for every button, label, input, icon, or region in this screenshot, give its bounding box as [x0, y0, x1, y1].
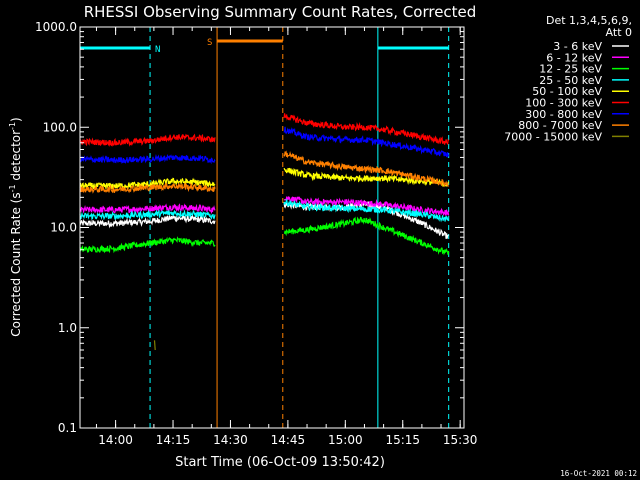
x-axis-label: Start Time (06-Oct-09 13:50:42) — [175, 455, 385, 470]
y-tick-label: 1000.0 — [35, 20, 77, 34]
x-tick-label: 14:00 — [98, 433, 133, 447]
series-line — [79, 236, 216, 254]
legend-label: 100 - 300 keV — [525, 97, 602, 110]
y-tick-label: 100.0 — [43, 120, 77, 134]
legend-label: 50 - 100 keV — [532, 85, 602, 98]
series-line — [79, 133, 216, 147]
y-tick-label: 0.1 — [58, 421, 77, 435]
y-tick-label: 1.0 — [58, 321, 77, 335]
y-axis-label-superscript: -1 — [8, 184, 17, 192]
y-axis-label: Corrected Count Rate (s-1 detector-1) — [8, 117, 23, 336]
timestamp-label: 16-Oct-2021 00:12 — [560, 469, 637, 478]
legend-header-detectors: Det 1,3,4,5,6,9, — [546, 14, 632, 27]
legend-label: 6 - 12 keV — [546, 51, 602, 64]
flag-label: N — [155, 45, 160, 55]
y-axis-label-part: detector — [9, 130, 23, 185]
plot-area: NS — [79, 27, 450, 428]
legend-label: 7000 - 15000 keV — [504, 130, 602, 143]
plot-frame — [79, 26, 465, 429]
legend-header-attenuator: Att 0 — [606, 26, 632, 39]
legend-label: 12 - 25 keV — [539, 63, 602, 76]
series-line — [283, 199, 450, 223]
y-axis-label-part: ) — [9, 117, 23, 122]
series-line — [79, 208, 216, 221]
series-line — [79, 214, 216, 229]
series-line — [283, 126, 450, 158]
axes: 0.1 1.0 10.0 100.0 1000.0 14:00 14:15 14:30 14:4… — [35, 20, 477, 447]
y-tick-label: 10.0 — [50, 221, 77, 235]
legend-label: 300 - 800 keV — [525, 108, 602, 121]
series-line — [283, 150, 449, 188]
series-line — [283, 216, 450, 256]
y-axis-label-superscript: -1 — [8, 122, 17, 130]
series-line — [79, 203, 216, 215]
legend-label: 3 - 6 keV — [553, 40, 602, 53]
series-line — [79, 154, 216, 165]
series-line — [153, 340, 156, 351]
flag-label: S — [207, 38, 212, 48]
legend-label: 25 - 50 keV — [539, 74, 602, 87]
series-line — [283, 195, 450, 217]
series-line — [283, 113, 450, 145]
x-tick-label: 15:15 — [385, 433, 420, 447]
x-tick-label: 15:30 — [443, 433, 478, 447]
legend-label: 800 - 7000 keV — [518, 119, 602, 132]
x-tick-label: 15:00 — [328, 433, 363, 447]
x-tick-label: 14:15 — [156, 433, 191, 447]
y-axis-label-part: Corrected Count Rate (s — [9, 192, 23, 336]
series-line — [79, 181, 216, 194]
x-tick-label: 14:30 — [213, 433, 248, 447]
x-tick-label: 14:45 — [271, 433, 306, 447]
chart-title: RHESSI Observing Summary Count Rates, Co… — [84, 3, 477, 21]
